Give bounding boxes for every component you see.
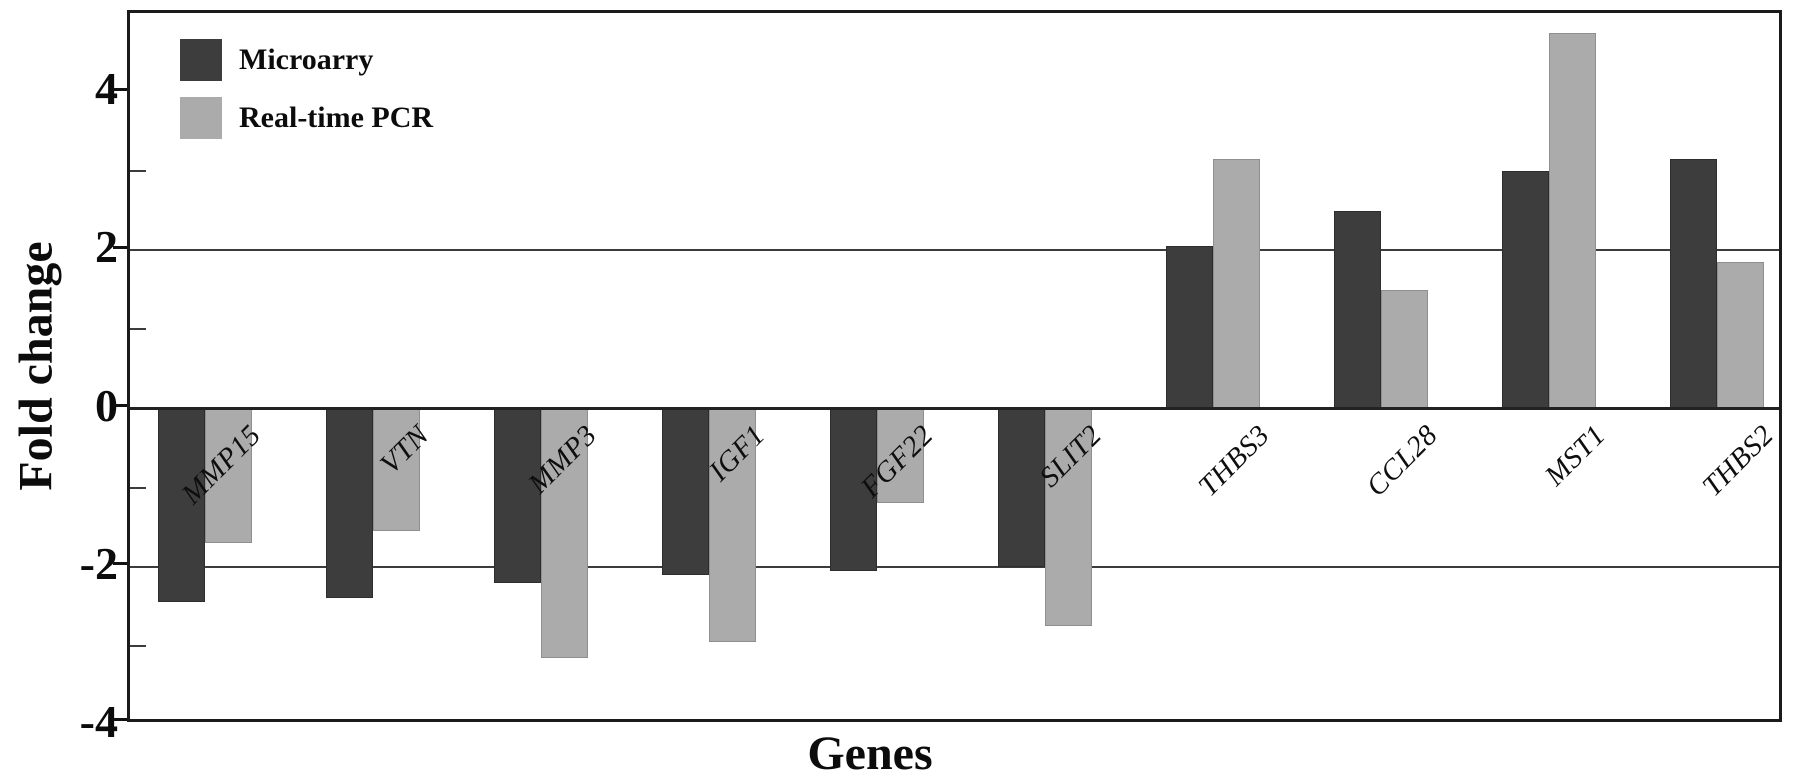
gene-label-ccl28: CCL28 <box>1359 418 1444 503</box>
microarray-swatch-icon <box>180 39 222 81</box>
bar-microarry-mst1 <box>1502 171 1549 409</box>
y-minor-tick--1 <box>130 486 146 489</box>
legend: Microarry Real-time PCR <box>180 39 433 155</box>
y-major-tick--2 <box>113 562 127 566</box>
bar-real-time-pcr-fgf22 <box>877 408 924 504</box>
bar-microarry-thbs2 <box>1670 159 1717 409</box>
y-tick-label-2: 2 <box>95 221 118 273</box>
legend-item-microarray: Microarry <box>180 39 433 81</box>
pcr-swatch-icon <box>180 97 222 139</box>
gene-label-thbs3: THBS3 <box>1191 418 1276 503</box>
plot-area: Microarry Real-time PCR MMP15 VTN MMP3 IGF1… <box>127 10 1782 722</box>
bar-real-time-pcr-thbs3 <box>1213 159 1260 409</box>
bar-real-time-pcr-mmp3 <box>541 408 588 658</box>
bar-real-time-pcr-mst1 <box>1549 32 1596 409</box>
y-tick-label--2: -2 <box>79 537 118 589</box>
bar-real-time-pcr-mmp15 <box>205 408 252 544</box>
bar-microarry-igf1 <box>662 408 709 575</box>
bar-microarry-slit2 <box>998 408 1045 567</box>
y-major-tick--4 <box>113 717 127 721</box>
y-minor-tick-1 <box>130 328 146 331</box>
gene-label-mst1: MST1 <box>1538 418 1612 492</box>
y-major-tick-4 <box>113 87 127 91</box>
legend-label-pcr: Real-time PCR <box>239 101 434 134</box>
legend-item-pcr: Real-time PCR <box>180 97 433 139</box>
bar-microarry-mmp3 <box>494 408 541 583</box>
y-tick-label-4: 4 <box>95 63 118 115</box>
bar-microarry-thbs3 <box>1166 246 1213 409</box>
x-axis-title: Genes <box>807 727 933 778</box>
bar-microarry-vtn <box>326 408 373 599</box>
bar-microarry-ccl28 <box>1334 210 1381 409</box>
bar-real-time-pcr-vtn <box>373 408 420 532</box>
gridline-y--2 <box>130 565 1779 568</box>
gridline-y-2 <box>130 249 1779 252</box>
zero-line <box>130 407 1779 411</box>
y-minor-tick-3 <box>130 170 146 173</box>
y-major-tick-2 <box>113 245 127 249</box>
y-tick-label--4: -4 <box>79 696 118 747</box>
bar-microarry-fgf22 <box>830 408 877 571</box>
y-major-tick-0 <box>113 404 127 408</box>
gene-label-thbs2: THBS2 <box>1695 418 1780 503</box>
bar-real-time-pcr-igf1 <box>709 408 756 642</box>
bar-real-time-pcr-thbs2 <box>1717 262 1764 409</box>
bar-real-time-pcr-ccl28 <box>1381 289 1428 409</box>
y-axis-title: Fold change <box>9 241 63 491</box>
bar-real-time-pcr-slit2 <box>1045 408 1092 627</box>
y-minor-tick--3 <box>130 644 146 647</box>
y-tick-label-0: 0 <box>95 379 118 431</box>
bar-microarry-mmp15 <box>158 408 205 603</box>
legend-label-microarray: Microarry <box>239 43 374 76</box>
